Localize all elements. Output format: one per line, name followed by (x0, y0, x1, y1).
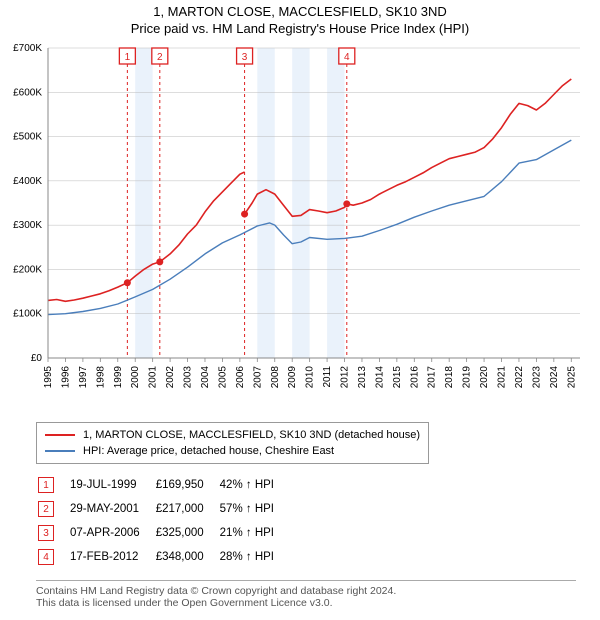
svg-text:2019: 2019 (462, 366, 473, 389)
svg-text:1996: 1996 (60, 366, 71, 389)
chart-plot-area: £0 £100K £200K £300K £400K £500K £600K £700K 199… (0, 36, 600, 416)
event-price: £325,000 (156, 522, 218, 544)
svg-text:2025: 2025 (566, 366, 577, 389)
legend-swatch (45, 450, 75, 452)
svg-text:2003: 2003 (183, 366, 194, 389)
svg-text:2006: 2006 (235, 366, 246, 389)
title-address: 1, MARTON CLOSE, MACCLESFIELD, SK10 3ND (0, 4, 600, 19)
svg-text:£700K: £700K (13, 43, 42, 54)
svg-text:2022: 2022 (514, 366, 525, 389)
event-badge: 1 (38, 477, 54, 493)
event-date: 19-JUL-1999 (70, 474, 154, 496)
legend: 1, MARTON CLOSE, MACCLESFIELD, SK10 3ND … (36, 422, 429, 464)
svg-text:3: 3 (242, 52, 248, 63)
event-price: £348,000 (156, 546, 218, 568)
legend-label: 1, MARTON CLOSE, MACCLESFIELD, SK10 3ND … (83, 427, 420, 443)
chart-container: 1, MARTON CLOSE, MACCLESFIELD, SK10 3ND … (0, 0, 600, 617)
event-badge: 3 (38, 525, 54, 541)
legend-label: HPI: Average price, detached house, Ches… (83, 443, 334, 459)
svg-text:£300K: £300K (13, 220, 42, 231)
svg-text:1995: 1995 (43, 366, 54, 389)
event-date: 29-MAY-2001 (70, 498, 154, 520)
svg-text:2021: 2021 (497, 366, 508, 389)
footer: Contains HM Land Registry data © Crown c… (36, 580, 576, 617)
event-price: £169,950 (156, 474, 218, 496)
svg-text:1999: 1999 (113, 366, 124, 389)
event-date: 07-APR-2006 (70, 522, 154, 544)
svg-text:2020: 2020 (479, 366, 490, 389)
svg-text:2011: 2011 (322, 366, 333, 388)
svg-text:£500K: £500K (13, 132, 42, 143)
svg-text:2012: 2012 (340, 366, 351, 389)
svg-text:2017: 2017 (427, 366, 438, 389)
event-pct: 42% ↑ HPI (220, 474, 288, 496)
event-pct: 28% ↑ HPI (220, 546, 288, 568)
svg-text:£600K: £600K (13, 87, 42, 98)
svg-text:2013: 2013 (357, 366, 368, 389)
event-badge: 2 (38, 501, 54, 517)
svg-text:2018: 2018 (444, 366, 455, 389)
svg-text:1998: 1998 (95, 366, 106, 389)
svg-text:2015: 2015 (392, 366, 403, 389)
svg-text:2008: 2008 (270, 366, 281, 389)
event-pct: 57% ↑ HPI (220, 498, 288, 520)
table-row: 4 17-FEB-2012£348,00028% ↑ HPI (38, 546, 288, 568)
svg-text:2016: 2016 (409, 366, 420, 389)
footer-line: Contains HM Land Registry data © Crown c… (36, 585, 576, 597)
svg-text:2001: 2001 (148, 366, 159, 389)
svg-text:2014: 2014 (374, 366, 385, 389)
chart-svg: £0 £100K £200K £300K £400K £500K £600K £700K 199… (0, 36, 600, 416)
table-row: 1 19-JUL-1999£169,95042% ↑ HPI (38, 474, 288, 496)
table-row: 3 07-APR-2006£325,00021% ↑ HPI (38, 522, 288, 544)
title-subtitle: Price paid vs. HM Land Registry's House … (0, 21, 600, 36)
svg-text:4: 4 (344, 52, 350, 63)
events-table: 1 19-JUL-1999£169,95042% ↑ HPI 2 29-MAY-200… (36, 472, 290, 570)
legend-row: 1, MARTON CLOSE, MACCLESFIELD, SK10 3ND … (45, 427, 420, 443)
svg-text:2002: 2002 (165, 366, 176, 389)
svg-text:2024: 2024 (549, 366, 560, 389)
svg-text:2: 2 (157, 52, 163, 63)
svg-text:2004: 2004 (200, 366, 211, 389)
footer-line: This data is licensed under the Open Gov… (36, 597, 576, 609)
svg-text:2005: 2005 (217, 366, 228, 389)
svg-text:1: 1 (125, 52, 131, 63)
svg-text:2007: 2007 (252, 366, 263, 389)
svg-text:2009: 2009 (287, 366, 298, 389)
svg-text:2000: 2000 (130, 366, 141, 389)
svg-text:£100K: £100K (13, 309, 42, 320)
svg-text:£400K: £400K (13, 176, 42, 187)
svg-text:2010: 2010 (305, 366, 316, 389)
svg-text:1997: 1997 (78, 366, 89, 389)
event-pct: 21% ↑ HPI (220, 522, 288, 544)
table-row: 2 29-MAY-2001£217,00057% ↑ HPI (38, 498, 288, 520)
legend-swatch (45, 434, 75, 436)
event-badge: 4 (38, 549, 54, 565)
svg-text:£0: £0 (31, 353, 43, 364)
event-date: 17-FEB-2012 (70, 546, 154, 568)
event-price: £217,000 (156, 498, 218, 520)
svg-text:£200K: £200K (13, 264, 42, 275)
legend-row: HPI: Average price, detached house, Ches… (45, 443, 420, 459)
svg-text:2023: 2023 (531, 366, 542, 389)
chart-titles: 1, MARTON CLOSE, MACCLESFIELD, SK10 3ND … (0, 0, 600, 36)
